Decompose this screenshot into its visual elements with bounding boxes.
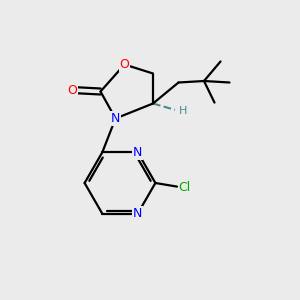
Text: O: O [120, 58, 129, 71]
Text: Cl: Cl [179, 181, 191, 194]
Text: O: O [67, 83, 77, 97]
Text: N: N [133, 207, 142, 220]
Text: N: N [133, 146, 142, 159]
Text: H: H [179, 106, 187, 116]
Text: N: N [111, 112, 120, 125]
